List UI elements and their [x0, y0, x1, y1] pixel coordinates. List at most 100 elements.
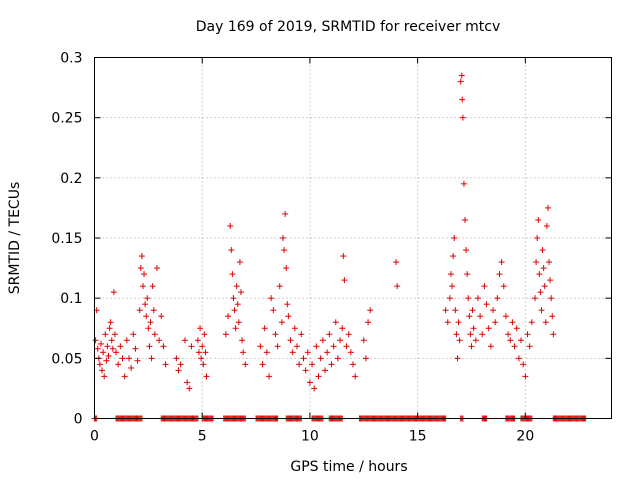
data-point — [483, 301, 490, 308]
data-point — [158, 313, 165, 320]
data-point — [106, 325, 113, 332]
data-point — [465, 295, 472, 302]
data-point — [453, 331, 460, 338]
data-point — [393, 259, 400, 266]
data-point — [184, 379, 191, 386]
data-point — [520, 361, 527, 368]
data-point — [194, 337, 201, 344]
data-point — [309, 361, 316, 368]
data-point — [365, 319, 372, 326]
y-axis-label: SRMTID / TECUs — [7, 182, 23, 295]
data-point — [490, 307, 497, 314]
data-point — [228, 247, 235, 254]
data-point — [125, 355, 132, 362]
data-point — [454, 355, 461, 362]
data-point — [278, 319, 285, 326]
data-point — [151, 331, 158, 338]
data-point — [334, 355, 341, 362]
data-point — [485, 325, 492, 332]
data-point — [111, 331, 118, 338]
data-point — [143, 313, 150, 320]
data-point — [302, 367, 309, 374]
data-point — [225, 313, 232, 320]
data-point — [502, 313, 509, 320]
data-point — [509, 319, 516, 326]
data-point — [367, 307, 374, 314]
data-point — [227, 222, 234, 229]
data-point — [229, 271, 236, 278]
data-point — [548, 295, 555, 302]
x-axis-label: GPS time / hours — [290, 459, 407, 475]
y-tick-label: 0 — [74, 412, 83, 428]
data-point — [97, 340, 104, 347]
data-point — [304, 349, 311, 356]
data-point — [222, 331, 229, 338]
data-point — [156, 337, 163, 344]
data-point — [505, 331, 512, 338]
axis-ticks: 0 0.05 0.1 0.15 0.2 0.25 0.3 0 5 10 15 20 — [51, 51, 612, 445]
data-point — [147, 319, 154, 326]
data-point — [197, 325, 204, 332]
data-point — [539, 247, 546, 254]
data-point — [496, 271, 503, 278]
data-point — [202, 349, 209, 356]
data-point — [283, 265, 290, 272]
data-point — [337, 337, 344, 344]
data-point — [132, 345, 139, 352]
data-point — [317, 355, 324, 362]
data-point — [449, 283, 456, 290]
y-tick-label: 0.25 — [51, 111, 82, 127]
data-point — [324, 349, 331, 356]
data-point — [92, 337, 99, 344]
data-point — [313, 343, 320, 350]
data-point — [500, 283, 507, 290]
data-point — [345, 331, 352, 338]
data-point — [201, 331, 208, 338]
data-point — [160, 343, 167, 350]
y-tick-label: 0.1 — [60, 291, 82, 307]
data-point — [315, 373, 322, 380]
data-point — [113, 349, 120, 356]
data-point — [289, 349, 296, 356]
data-point — [341, 277, 348, 284]
data-point — [142, 301, 149, 308]
data-point — [300, 355, 307, 362]
data-point — [293, 343, 300, 350]
data-point — [311, 385, 318, 392]
data-point — [233, 283, 240, 290]
data-point — [467, 331, 474, 338]
data-point — [350, 361, 356, 368]
data-point — [513, 325, 520, 332]
data-point — [263, 349, 270, 356]
data-point — [276, 283, 283, 290]
data-point — [492, 319, 499, 326]
data-point — [546, 259, 553, 266]
data-point — [362, 355, 369, 362]
data-point — [150, 307, 157, 314]
data-point — [550, 331, 557, 338]
data-point — [279, 235, 286, 241]
data-point — [146, 343, 153, 350]
data-point — [272, 331, 279, 338]
data-points — [91, 72, 589, 422]
data-point — [130, 331, 137, 338]
data-point — [542, 319, 549, 326]
data-point — [99, 367, 106, 374]
data-point — [321, 367, 328, 374]
data-point — [343, 343, 350, 350]
data-point — [460, 180, 467, 187]
data-point — [117, 343, 124, 350]
data-point — [291, 325, 298, 332]
data-point — [332, 319, 339, 326]
data-point — [200, 361, 207, 368]
data-point — [464, 271, 471, 278]
data-point — [534, 235, 541, 241]
data-point — [444, 319, 451, 326]
x-tick-label: 5 — [198, 429, 207, 445]
y-tick-label: 0.15 — [51, 231, 82, 247]
data-point — [340, 253, 347, 260]
data-point — [235, 319, 242, 326]
data-point — [466, 313, 473, 320]
data-point — [352, 373, 359, 380]
